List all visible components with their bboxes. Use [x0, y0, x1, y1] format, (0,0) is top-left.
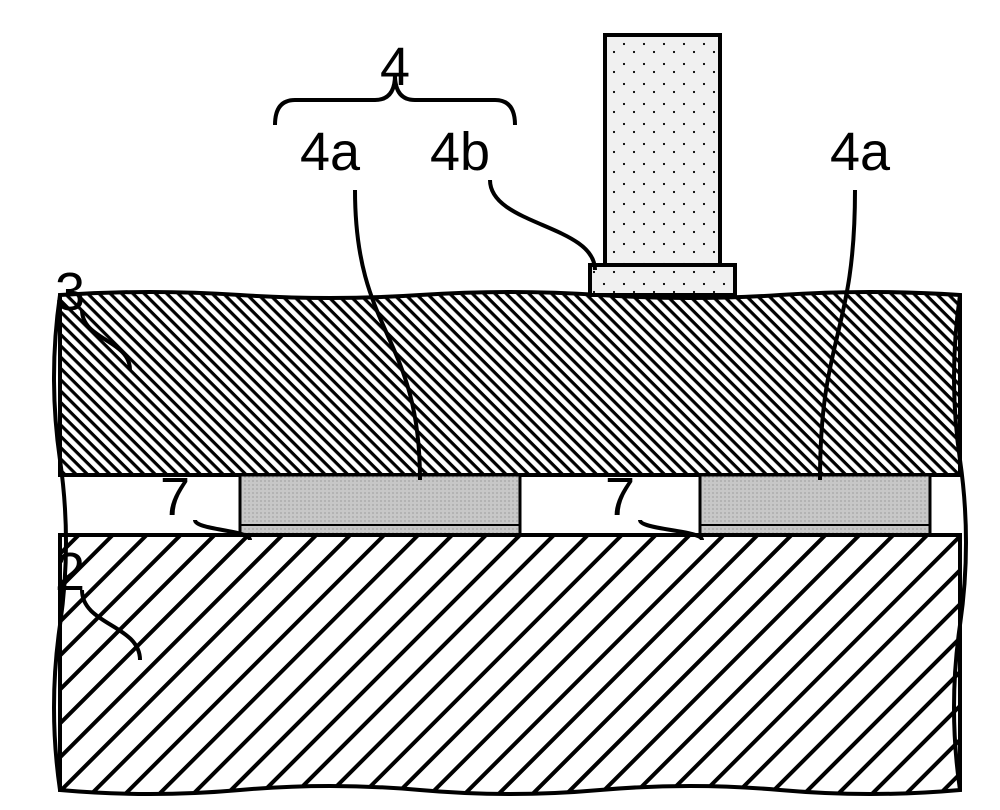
label-4a-right: 4a	[830, 122, 891, 182]
label-7-right: 7	[605, 467, 635, 527]
layer-2	[60, 535, 960, 794]
leader-4b	[490, 180, 595, 270]
label-4: 4	[380, 37, 410, 97]
region-4b-base	[590, 265, 735, 295]
label-2: 2	[55, 542, 85, 602]
label-4b: 4b	[430, 122, 490, 182]
label-3: 3	[55, 262, 85, 322]
label-4a: 4a	[300, 122, 361, 182]
region-4a	[240, 475, 520, 525]
diagram-stage: 4 4a 4b 4a 3 2 7 7	[0, 0, 1000, 810]
region-4a	[700, 475, 930, 525]
label-7-left: 7	[160, 467, 190, 527]
region-4b-column	[605, 35, 720, 265]
layer-3	[60, 292, 960, 475]
